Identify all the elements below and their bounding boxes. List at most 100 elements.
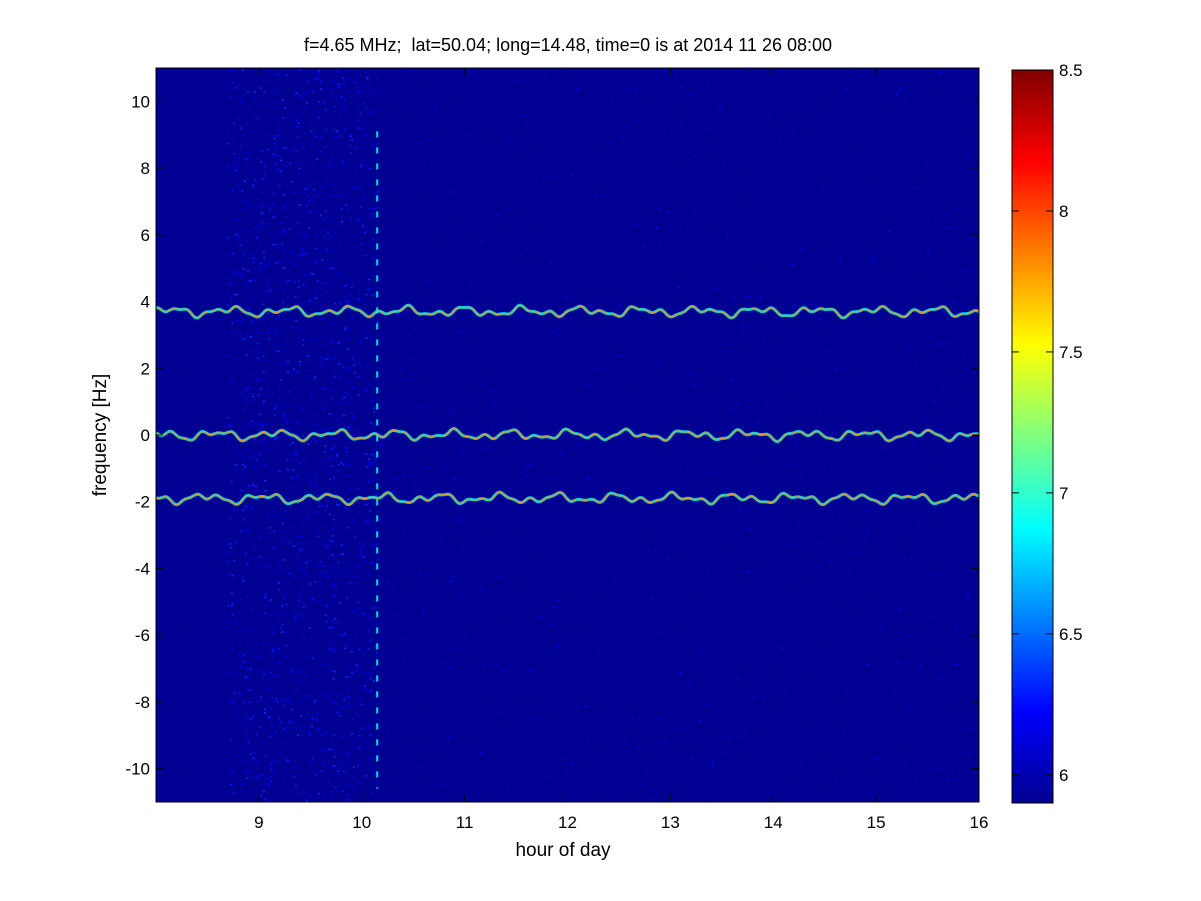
noise-speck	[753, 255, 756, 258]
noise-speck	[368, 384, 371, 386]
noise-speck	[344, 99, 346, 101]
noise-speck	[253, 257, 256, 260]
noise-speck	[276, 516, 279, 518]
noise-speck	[253, 751, 255, 753]
noise-speck	[708, 75, 711, 77]
noise-speck	[300, 564, 302, 566]
noise-speck	[315, 523, 318, 525]
noise-speck	[273, 625, 275, 628]
noise-speck	[365, 540, 368, 542]
noise-speck	[554, 286, 557, 288]
noise-speck	[357, 219, 360, 221]
noise-speck	[283, 231, 286, 233]
noise-speck	[302, 435, 305, 437]
noise-speck	[594, 689, 597, 691]
noise-speck	[346, 381, 349, 384]
noise-speck	[368, 290, 371, 292]
noise-speck	[373, 680, 375, 682]
noise-speck	[327, 725, 330, 727]
noise-speck	[363, 612, 366, 615]
noise-speck	[307, 369, 309, 371]
noise-speck	[257, 656, 260, 658]
noise-speck	[339, 602, 341, 604]
noise-speck	[926, 249, 929, 251]
noise-speck	[258, 421, 261, 423]
noise-speck	[435, 224, 438, 226]
noise-speck	[725, 791, 728, 793]
noise-speck	[311, 725, 313, 728]
noise-speck	[747, 570, 750, 573]
noise-speck	[451, 410, 454, 413]
noise-speck	[267, 332, 270, 334]
noise-speck	[402, 474, 405, 476]
colorbar-tick-label: 8.5	[1059, 61, 1083, 80]
noise-speck	[340, 462, 342, 464]
noise-speck	[261, 212, 264, 214]
noise-speck	[518, 314, 521, 317]
noise-speck	[551, 331, 554, 333]
noise-speck	[345, 676, 348, 678]
noise-speck	[855, 551, 858, 554]
noise-speck	[367, 658, 370, 661]
noise-speck	[656, 728, 659, 731]
noise-speck	[372, 562, 375, 565]
noise-speck	[810, 122, 813, 124]
noise-speck	[872, 225, 875, 227]
noise-speck	[361, 640, 364, 643]
noise-speck	[323, 101, 326, 104]
noise-speck	[356, 488, 359, 490]
noise-speck	[350, 328, 352, 331]
noise-speck	[308, 226, 310, 229]
noise-speck	[525, 114, 528, 116]
noise-speck	[250, 609, 253, 611]
noise-speck	[294, 450, 297, 453]
noise-speck	[662, 583, 665, 585]
noise-speck	[856, 790, 859, 793]
noise-speck	[318, 361, 321, 363]
noise-speck	[359, 113, 362, 115]
noise-speck	[498, 668, 501, 670]
noise-speck	[277, 618, 280, 621]
noise-speck	[261, 425, 264, 427]
noise-speck	[764, 122, 767, 124]
noise-speck	[505, 417, 508, 419]
noise-speck	[657, 73, 660, 75]
noise-speck	[583, 373, 586, 375]
noise-speck	[328, 647, 331, 649]
noise-speck	[314, 671, 317, 673]
noise-speck	[228, 423, 231, 426]
noise-speck	[259, 555, 262, 558]
noise-speck	[345, 447, 348, 449]
x-tick-label: 15	[867, 813, 886, 832]
noise-speck	[296, 420, 299, 422]
y-tick-label: 10	[131, 92, 150, 111]
noise-speck	[525, 474, 528, 477]
noise-speck	[348, 488, 351, 491]
noise-speck	[359, 548, 362, 551]
noise-speck	[370, 422, 373, 424]
noise-speck	[767, 326, 770, 329]
noise-speck	[506, 131, 509, 133]
colorbar-tick-label: 8	[1059, 202, 1068, 221]
noise-speck	[337, 342, 340, 344]
noise-speck	[738, 80, 741, 83]
noise-speck	[541, 649, 544, 652]
noise-speck	[559, 278, 562, 281]
noise-speck	[269, 558, 272, 561]
noise-speck	[248, 484, 250, 487]
noise-speck	[292, 226, 295, 228]
noise-speck	[343, 396, 345, 399]
noise-speck	[333, 671, 336, 673]
noise-speck	[350, 411, 353, 414]
noise-speck	[361, 728, 363, 731]
noise-speck	[274, 319, 277, 322]
noise-speck	[227, 69, 230, 71]
noise-speck	[270, 780, 273, 782]
noise-speck	[724, 644, 727, 647]
noise-speck	[793, 305, 796, 308]
noise-speck	[800, 428, 803, 430]
noise-speck	[338, 714, 341, 717]
noise-speck	[229, 389, 232, 392]
noise-speck	[281, 232, 284, 235]
noise-speck	[696, 374, 699, 377]
